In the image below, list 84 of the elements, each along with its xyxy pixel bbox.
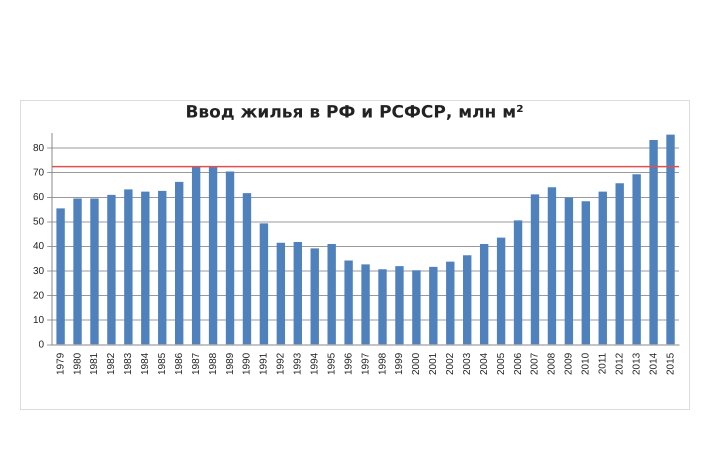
x-tick-label: 1995 bbox=[326, 352, 338, 376]
y-tick-label: 0 bbox=[38, 340, 45, 351]
x-tick-label: 1991 bbox=[258, 352, 270, 376]
x-tick-label: 2003 bbox=[462, 352, 473, 376]
y-tick-label: 70 bbox=[33, 167, 45, 178]
y-tick-label: 20 bbox=[33, 290, 45, 302]
x-tick-label: 2009 bbox=[564, 352, 575, 376]
x-tick-label: 1981 bbox=[89, 352, 100, 376]
x-tick-label: 1984 bbox=[140, 352, 152, 376]
x-tick-label: 2011 bbox=[598, 352, 609, 374]
x-tick-label: 1989 bbox=[224, 352, 236, 376]
x-tick-label: 2015 bbox=[665, 352, 676, 376]
bar bbox=[496, 238, 506, 344]
x-tick-label: 2001 bbox=[428, 352, 440, 376]
x-tick-label: 1992 bbox=[276, 352, 287, 376]
bar bbox=[192, 166, 200, 344]
x-tick-label: 1986 bbox=[174, 352, 185, 376]
x-tick-label: 1983 bbox=[123, 352, 134, 376]
y-tick-label: 50 bbox=[33, 216, 45, 228]
x-tick-label: 1987 bbox=[190, 352, 202, 376]
x-tick-label: 2010 bbox=[580, 352, 592, 376]
x-tick-label: 2008 bbox=[546, 352, 558, 376]
bar bbox=[514, 220, 522, 344]
bar bbox=[226, 171, 234, 344]
bar bbox=[294, 242, 302, 344]
bar bbox=[632, 174, 641, 344]
bar bbox=[616, 183, 624, 344]
bar bbox=[208, 166, 218, 344]
bar bbox=[56, 208, 65, 344]
bar bbox=[446, 262, 454, 344]
x-tick-label: 1998 bbox=[377, 352, 388, 376]
x-tick-label: 2002 bbox=[445, 352, 456, 376]
bar bbox=[429, 266, 438, 344]
bar bbox=[73, 198, 82, 344]
x-tick-label: 1993 bbox=[292, 352, 304, 376]
bar bbox=[158, 190, 166, 344]
x-tick-label: 1994 bbox=[309, 352, 320, 376]
x-tick-label: 2012 bbox=[614, 352, 626, 376]
bar bbox=[530, 194, 540, 344]
x-tick-label: 2007 bbox=[530, 352, 541, 376]
bar bbox=[480, 244, 488, 344]
bar bbox=[344, 260, 353, 344]
bar bbox=[90, 198, 99, 344]
bar bbox=[395, 266, 404, 344]
bar bbox=[107, 194, 116, 344]
bar bbox=[598, 192, 607, 344]
x-tick-label: 1997 bbox=[360, 352, 372, 376]
bar bbox=[361, 264, 370, 344]
bar bbox=[260, 223, 268, 344]
x-tick-label: 2014 bbox=[648, 352, 660, 376]
y-tick-label: 30 bbox=[33, 266, 45, 277]
bar bbox=[412, 270, 421, 344]
x-tick-label: 2005 bbox=[496, 352, 507, 376]
bar bbox=[548, 187, 556, 344]
bar bbox=[378, 269, 387, 344]
bar bbox=[310, 248, 319, 344]
x-tick-label: 1985 bbox=[157, 352, 168, 376]
x-tick-label: 2004 bbox=[478, 352, 490, 376]
bar bbox=[175, 182, 184, 344]
bar bbox=[124, 189, 133, 344]
x-tick-label: 1980 bbox=[72, 352, 84, 376]
x-tick-label: 1979 bbox=[55, 352, 66, 376]
bar bbox=[649, 140, 658, 344]
bar bbox=[141, 192, 150, 344]
bar bbox=[564, 198, 574, 344]
x-tick-label: 2013 bbox=[631, 352, 642, 376]
bar bbox=[666, 134, 675, 344]
x-tick-label: 1999 bbox=[394, 352, 406, 376]
bar bbox=[327, 244, 336, 344]
x-tick-label: 1988 bbox=[208, 352, 219, 376]
bar bbox=[582, 201, 590, 344]
y-tick-label: 10 bbox=[33, 314, 45, 326]
x-tick-label: 1996 bbox=[343, 352, 354, 376]
y-tick-label: 80 bbox=[33, 142, 45, 154]
chart-title: Ввод жилья в РФ и РСФСР, млн м² bbox=[185, 102, 524, 123]
x-tick-label: 1982 bbox=[106, 352, 118, 376]
bar bbox=[463, 255, 472, 344]
bar bbox=[276, 242, 286, 344]
bar bbox=[242, 193, 252, 344]
y-tick-label: 40 bbox=[33, 241, 45, 252]
y-tick-label: 60 bbox=[33, 192, 45, 204]
x-tick-label: 2006 bbox=[512, 352, 524, 376]
x-tick-label: 2000 bbox=[411, 352, 422, 376]
x-tick-label: 1990 bbox=[242, 352, 253, 376]
